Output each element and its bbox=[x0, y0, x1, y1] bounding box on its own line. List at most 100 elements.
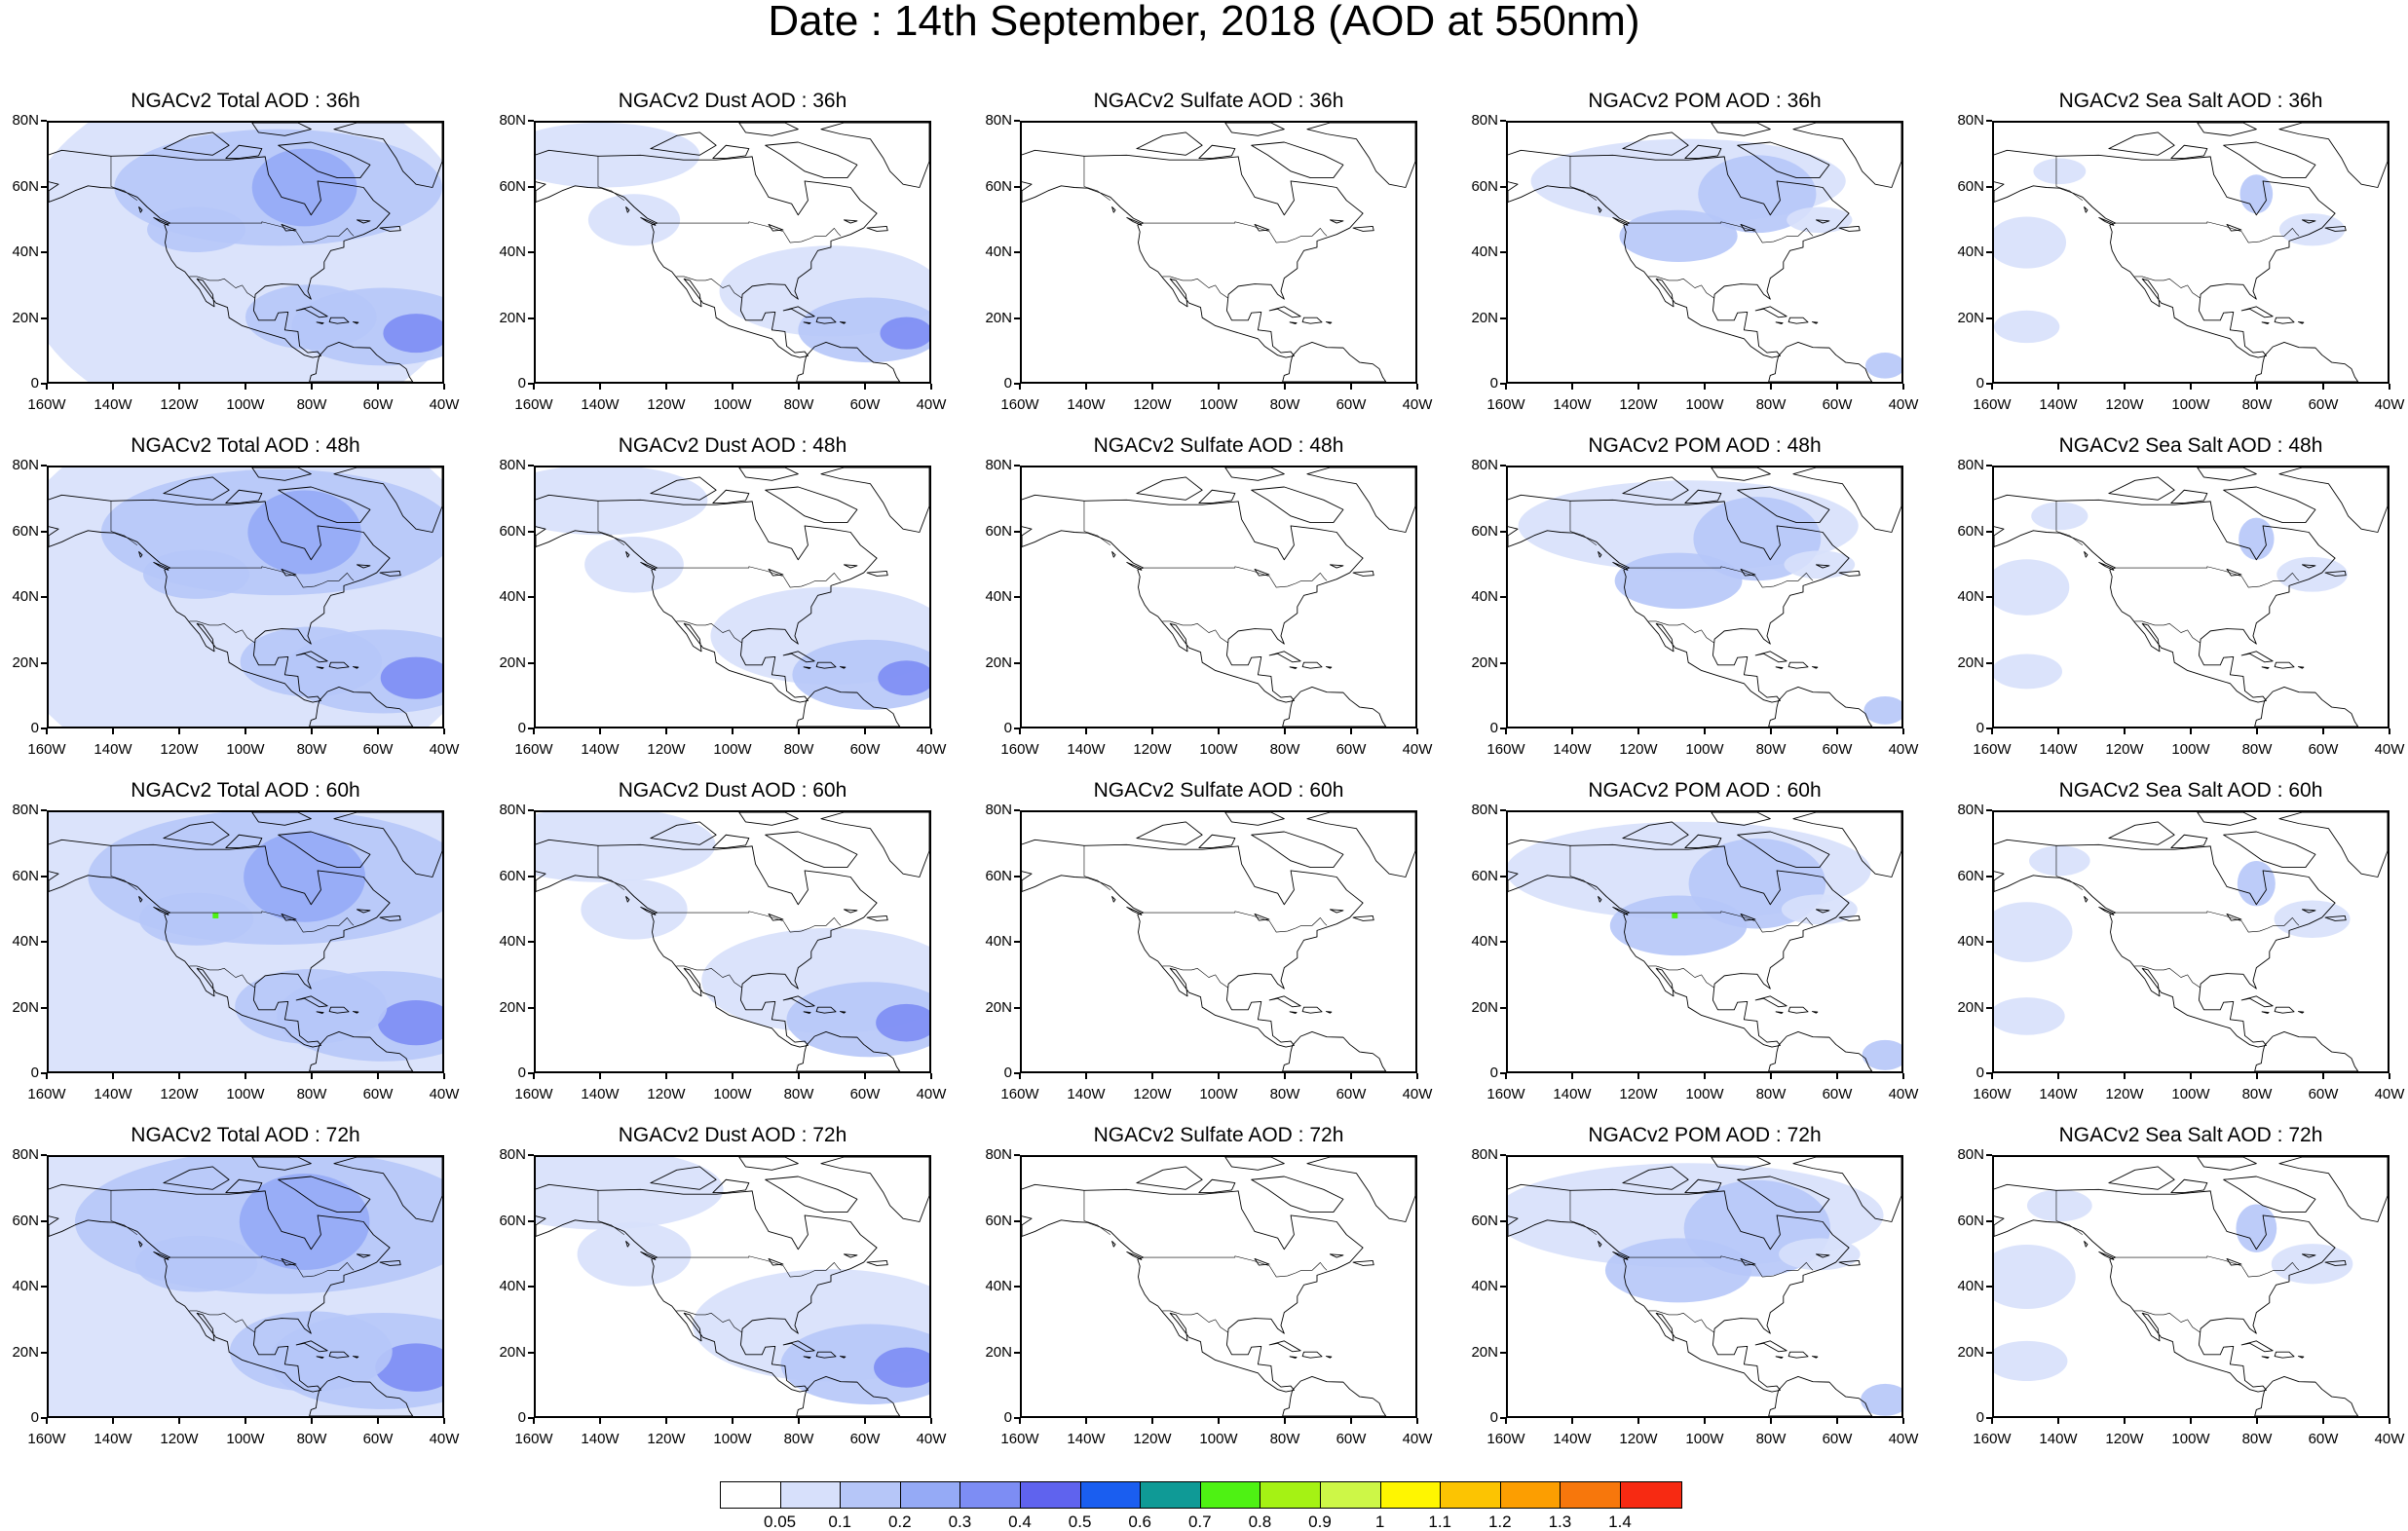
lon-tick-label: 160W bbox=[1000, 1431, 1039, 1447]
lat-tick-label: 40N bbox=[499, 933, 526, 950]
lon-tick-label: 100W bbox=[1199, 1431, 1238, 1447]
lat-tick-label: 80N bbox=[12, 802, 39, 818]
panel-title: NGACv2 Sea Salt AOD : 48h bbox=[2058, 434, 2323, 457]
lat-tick-label: 80N bbox=[985, 802, 1012, 818]
lat-tick-label: 80N bbox=[1957, 112, 1984, 129]
lat-tick-mark bbox=[1500, 875, 1506, 878]
lon-tick-mark bbox=[112, 728, 114, 734]
lon-tick-label: 80W bbox=[1269, 1431, 1300, 1447]
map-panel-seasalt-36h bbox=[1992, 121, 2389, 384]
lat-tick-mark bbox=[1500, 317, 1506, 319]
lat-tick-mark bbox=[1500, 1219, 1506, 1222]
lat-tick-label: 0 bbox=[1489, 375, 1498, 392]
figure-title: Date : 14th September, 2018 (AOD at 550n… bbox=[768, 0, 1640, 45]
lat-tick-mark bbox=[41, 251, 47, 253]
lon-tick-label: 160W bbox=[1486, 1086, 1525, 1102]
coastlines bbox=[1508, 123, 1901, 382]
lat-tick-mark bbox=[528, 530, 534, 533]
aod-field-patch bbox=[584, 537, 684, 593]
lon-tick-label: 160W bbox=[1973, 396, 2012, 413]
lon-tick-mark bbox=[930, 728, 932, 734]
lon-tick-mark bbox=[443, 384, 445, 390]
lon-tick-mark bbox=[2256, 728, 2258, 734]
map-panel-seasalt-48h bbox=[1992, 466, 2389, 728]
lat-tick-label: 40N bbox=[1471, 933, 1498, 950]
lon-tick-label: 60W bbox=[1822, 1086, 1853, 1102]
aod-field-patch bbox=[1994, 1245, 2076, 1310]
lon-tick-mark bbox=[1218, 1418, 1220, 1424]
lon-tick-mark bbox=[1284, 1418, 1286, 1424]
lon-tick-mark bbox=[1571, 384, 1573, 390]
lon-tick-label: 80W bbox=[1269, 741, 1300, 758]
aod-field-patch bbox=[375, 1343, 442, 1392]
lat-tick-mark bbox=[528, 941, 534, 943]
lon-tick-mark bbox=[1571, 728, 1573, 734]
colorbar-swatch bbox=[1441, 1482, 1501, 1508]
lon-tick-label: 140W bbox=[94, 741, 132, 758]
lat-tick-mark bbox=[41, 185, 47, 188]
lat-tick-label: 80N bbox=[499, 112, 526, 129]
lat-tick-label: 20N bbox=[12, 653, 39, 671]
lat-tick-mark bbox=[528, 809, 534, 811]
lon-tick-mark bbox=[2389, 1418, 2390, 1424]
lon-tick-mark bbox=[245, 728, 246, 734]
map-panel-dust-72h bbox=[534, 1155, 931, 1418]
aod-field-patch bbox=[2271, 1244, 2353, 1285]
lat-tick-label: 80N bbox=[985, 1146, 1012, 1163]
lat-tick-mark bbox=[41, 120, 47, 122]
lon-tick-label: 120W bbox=[160, 1431, 199, 1447]
aod-field-patch bbox=[247, 490, 361, 575]
map-panel-seasalt-60h bbox=[1992, 810, 2389, 1073]
lon-tick-mark bbox=[599, 1073, 601, 1079]
lat-tick-mark bbox=[41, 317, 47, 319]
panel-title: NGACv2 Dust AOD : 72h bbox=[618, 1124, 847, 1146]
lon-tick-mark bbox=[377, 384, 379, 390]
lat-tick-mark bbox=[1014, 1006, 1020, 1009]
lon-tick-label: 40W bbox=[916, 1431, 947, 1447]
lat-tick-label: 0 bbox=[1003, 1064, 1012, 1081]
panel-title: NGACv2 POM AOD : 36h bbox=[1588, 90, 1822, 112]
aod-field-patch bbox=[577, 1221, 692, 1287]
lon-tick-label: 60W bbox=[849, 1431, 881, 1447]
lon-tick-label: 40W bbox=[1888, 741, 1919, 758]
lat-tick-label: 60N bbox=[499, 522, 526, 540]
lon-tick-label: 80W bbox=[1755, 1086, 1787, 1102]
lon-tick-mark bbox=[533, 1073, 535, 1079]
lon-tick-label: 80W bbox=[783, 1431, 814, 1447]
lat-tick-label: 40N bbox=[985, 1278, 1012, 1294]
aod-field-patch bbox=[536, 812, 716, 882]
lon-tick-mark bbox=[665, 1073, 667, 1079]
coastlines bbox=[1994, 123, 2388, 382]
lat-tick-mark bbox=[41, 1351, 47, 1354]
lon-tick-mark bbox=[1151, 728, 1153, 734]
lon-tick-label: 80W bbox=[1755, 741, 1787, 758]
lon-tick-mark bbox=[1284, 384, 1286, 390]
lon-tick-label: 120W bbox=[2105, 1431, 2144, 1447]
colorbar-label: 0.8 bbox=[1248, 1512, 1272, 1531]
lon-tick-label: 140W bbox=[1067, 1086, 1106, 1102]
colorbar-label: 1.3 bbox=[1548, 1512, 1572, 1531]
lat-tick-mark bbox=[528, 1351, 534, 1354]
colorbar-swatch bbox=[1260, 1482, 1321, 1508]
lon-tick-mark bbox=[2124, 1073, 2126, 1079]
lat-tick-label: 80N bbox=[12, 1146, 39, 1163]
lat-tick-mark bbox=[1986, 317, 1992, 319]
aod-field-patch bbox=[251, 148, 357, 227]
lon-tick-mark bbox=[2190, 1418, 2192, 1424]
lon-tick-mark bbox=[533, 1418, 535, 1424]
lat-tick-label: 40N bbox=[985, 588, 1012, 605]
lat-tick-label: 60N bbox=[985, 867, 1012, 884]
lat-tick-mark bbox=[1014, 530, 1020, 533]
lat-tick-mark bbox=[528, 1006, 534, 1009]
aod-field-patch bbox=[245, 284, 377, 350]
lat-tick-mark bbox=[1500, 941, 1506, 943]
lon-tick-label: 60W bbox=[849, 1086, 881, 1102]
lon-tick-mark bbox=[930, 1418, 932, 1424]
panel-title: NGACv2 Dust AOD : 48h bbox=[618, 434, 847, 457]
lon-tick-label: 60W bbox=[1822, 396, 1853, 413]
map-panel-total-72h bbox=[47, 1155, 444, 1418]
lon-tick-label: 100W bbox=[2171, 741, 2210, 758]
lon-tick-mark bbox=[2389, 1073, 2390, 1079]
lon-tick-mark bbox=[1836, 1073, 1838, 1079]
lat-tick-label: 80N bbox=[985, 112, 1012, 129]
